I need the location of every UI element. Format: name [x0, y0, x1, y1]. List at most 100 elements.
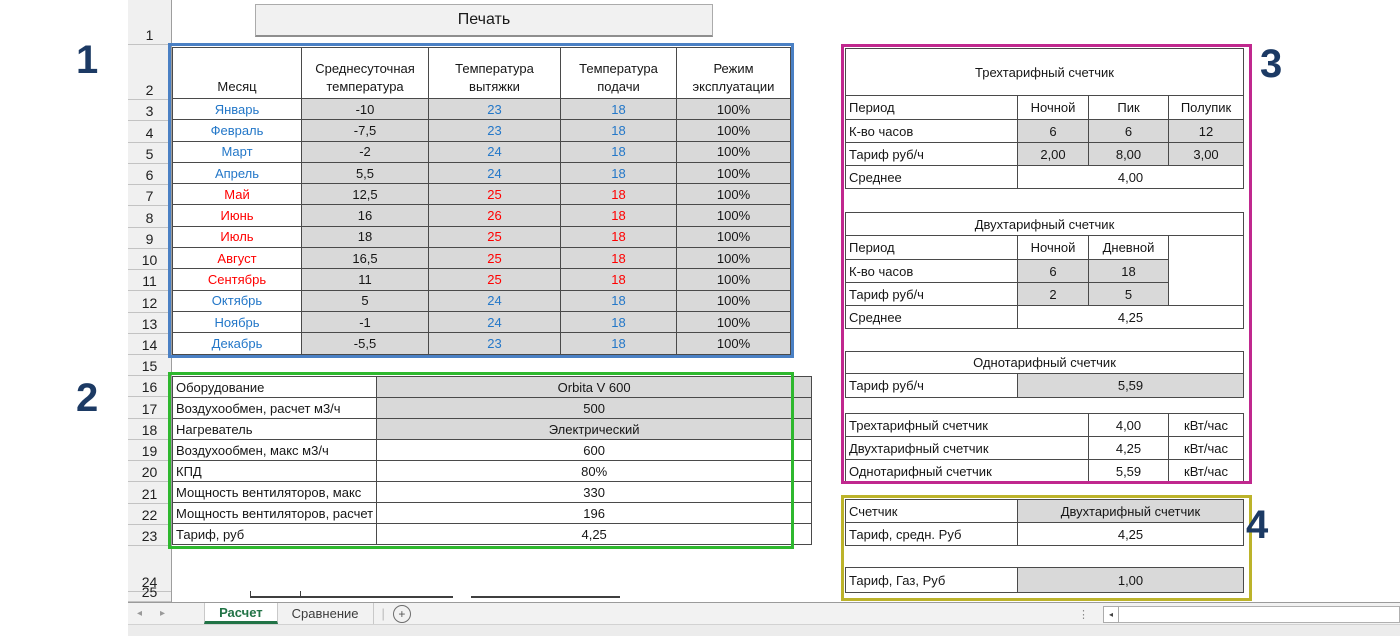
cell-rate-label[interactable]: Тариф руб/ч — [845, 373, 1018, 398]
row-header-21[interactable]: 21 — [128, 482, 171, 504]
cell-avg-temp[interactable]: -1 — [301, 310, 429, 334]
cell-hours-value[interactable]: 6 — [1088, 119, 1169, 143]
cell-exhaust-temp[interactable]: 23 — [428, 332, 561, 355]
t1-header-0[interactable]: Месяц — [172, 47, 302, 99]
cell-avg-temp[interactable]: 12,5 — [301, 183, 429, 206]
cell-rate-value[interactable]: 3,00 — [1167, 142, 1245, 166]
row-header-3[interactable]: 3 — [128, 100, 171, 122]
cell-counter-value[interactable]: Двухтарифный счетчик — [1017, 499, 1244, 523]
cell-supply-temp[interactable]: 18 — [560, 183, 677, 206]
cell-exhaust-temp[interactable]: 25 — [428, 247, 561, 270]
cell-equip-label[interactable]: Оборудование — [171, 376, 378, 398]
cell-summary-label[interactable]: Трехтарифный счетчик — [845, 413, 1089, 437]
cell-mode[interactable]: 100% — [676, 332, 791, 355]
row-header-12[interactable]: 12 — [128, 291, 171, 313]
cell-mode[interactable]: 100% — [676, 204, 791, 227]
cell-exhaust-temp[interactable]: 24 — [428, 289, 561, 312]
cell-month[interactable]: Февраль — [172, 119, 302, 142]
cell-exhaust-temp[interactable]: 24 — [428, 140, 561, 163]
cell-mode[interactable]: 100% — [676, 140, 791, 163]
scroll-left-icon[interactable]: ◂ — [1103, 605, 1119, 623]
cell-avg-temp[interactable]: -10 — [301, 97, 429, 121]
cell-summary-label[interactable]: Однотарифный счетчик — [845, 459, 1089, 483]
row-header-9[interactable]: 9 — [128, 228, 171, 249]
cell-equip-value[interactable]: 4,25 — [376, 523, 813, 545]
cell-hours-value[interactable]: 6 — [1017, 119, 1089, 143]
cell-supply-temp[interactable]: 18 — [560, 97, 677, 121]
cell-summary-unit[interactable]: кВт/час — [1168, 459, 1244, 483]
cell-mode[interactable]: 100% — [676, 161, 791, 185]
cell-avg-temp[interactable]: -5,5 — [301, 332, 429, 355]
cell-avg-value[interactable]: 4,00 — [1016, 165, 1245, 189]
cell-summary-label[interactable]: Двухтарифный счетчик — [845, 436, 1089, 460]
cell-rate-value[interactable]: 2,00 — [1017, 142, 1089, 166]
row-header-24[interactable]: 24 — [128, 546, 171, 592]
cell-equip-value[interactable]: 80% — [376, 460, 813, 482]
cell-period-label[interactable]: Период — [845, 95, 1018, 120]
cell-rate-label[interactable]: Тариф руб/ч — [845, 282, 1018, 306]
cell-avg-label[interactable]: Среднее — [845, 165, 1018, 189]
cell-summary-value[interactable]: 4,25 — [1088, 436, 1169, 460]
cell-rate-value[interactable]: 5 — [1088, 282, 1169, 306]
cell-exhaust-temp[interactable]: 26 — [428, 204, 561, 227]
cell-hours-value[interactable]: 12 — [1167, 119, 1245, 143]
two-tariff-title[interactable]: Двухтарифный счетчик — [844, 212, 1245, 236]
cell-avg-temp[interactable]: 16,5 — [301, 247, 429, 270]
cell-exhaust-temp[interactable]: 24 — [428, 310, 561, 334]
print-button[interactable]: Печать — [255, 4, 713, 37]
cell-month[interactable]: Март — [172, 140, 302, 163]
cell-rate-label[interactable]: Тариф руб/ч — [845, 142, 1018, 166]
cell-supply-temp[interactable]: 18 — [560, 225, 677, 249]
cell-month[interactable]: Сентябрь — [172, 268, 302, 291]
cell-month[interactable]: Январь — [172, 97, 302, 121]
row-header-23[interactable]: 23 — [128, 525, 171, 546]
cell-equip-label[interactable]: Тариф, руб — [171, 523, 378, 545]
cell-avg-temp[interactable]: 11 — [301, 268, 429, 291]
row-header-8[interactable]: 8 — [128, 206, 171, 228]
cell-hours-label[interactable]: К-во часов — [845, 259, 1018, 283]
three-tariff-title[interactable]: Трехтарифный счетчик — [844, 48, 1245, 96]
cell-supply-temp[interactable]: 18 — [560, 119, 677, 142]
cell-mode[interactable]: 100% — [676, 289, 791, 312]
cell-supply-temp[interactable]: 18 — [560, 247, 677, 270]
cell-equip-label[interactable]: Мощность вентиляторов, расчет — [171, 502, 378, 524]
cell-equip-value[interactable]: Orbita V 600 — [376, 376, 813, 398]
cell-summary-unit[interactable]: кВт/час — [1168, 436, 1244, 460]
row-header-11[interactable]: 11 — [128, 270, 171, 292]
t1-header-3[interactable]: Температура подачи — [560, 47, 677, 99]
row-header-22[interactable]: 22 — [128, 504, 171, 525]
cell-summary-value[interactable]: 4,00 — [1088, 413, 1169, 437]
cell-avg-temp[interactable]: 5 — [301, 289, 429, 312]
cell-supply-temp[interactable]: 18 — [560, 332, 677, 355]
cell-supply-temp[interactable]: 18 — [560, 161, 677, 185]
cell-equip-label[interactable]: Воздухообмен, расчет м3/ч — [171, 397, 378, 419]
cell-supply-temp[interactable]: 18 — [560, 204, 677, 227]
cell-exhaust-temp[interactable]: 23 — [428, 119, 561, 142]
cell-equip-value[interactable]: 500 — [376, 397, 813, 419]
cell-mode[interactable]: 100% — [676, 247, 791, 270]
cell-month[interactable]: Июнь — [172, 204, 302, 227]
row-header-7[interactable]: 7 — [128, 185, 171, 207]
cell-exhaust-temp[interactable]: 25 — [428, 183, 561, 206]
cell-hours-value[interactable]: 18 — [1088, 259, 1169, 283]
cell-mode[interactable]: 100% — [676, 268, 791, 291]
add-sheet-icon[interactable]: + — [392, 604, 411, 623]
cell-mode[interactable]: 100% — [676, 97, 791, 121]
cell-equip-label[interactable]: Мощность вентиляторов, макс — [171, 481, 378, 503]
cell-equip-value[interactable]: 600 — [376, 439, 813, 461]
cell-month[interactable]: Август — [172, 247, 302, 270]
cell-rate-value[interactable]: 5,59 — [1016, 373, 1245, 398]
cell-counter-label[interactable]: Тариф, Газ, Руб — [845, 567, 1018, 593]
tab-nav-right-icon[interactable]: ▸ — [160, 608, 166, 619]
cell-exhaust-temp[interactable]: 25 — [428, 268, 561, 291]
cell-supply-temp[interactable]: 18 — [560, 289, 677, 312]
row-header-10[interactable]: 10 — [128, 249, 171, 270]
cell-supply-temp[interactable]: 18 — [560, 310, 677, 334]
cell-period-name[interactable]: Полупик — [1167, 95, 1245, 120]
row-header-17[interactable]: 17 — [128, 397, 171, 419]
cell-counter-label[interactable]: Счетчик — [845, 499, 1018, 523]
row-header-25[interactable]: 25 — [128, 584, 171, 602]
cell-supply-temp[interactable]: 18 — [560, 268, 677, 291]
cell-avg-label[interactable]: Среднее — [845, 305, 1018, 329]
row-header-14[interactable]: 14 — [128, 334, 171, 355]
